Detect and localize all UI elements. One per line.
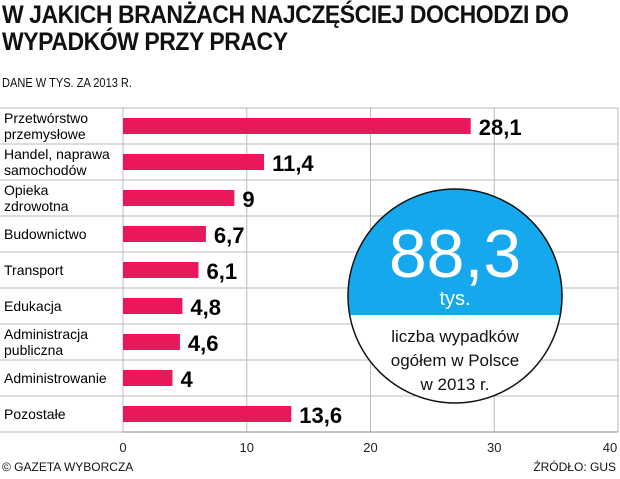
callout-border [347,188,563,404]
category-label: publiczna [4,342,63,358]
source: ŹRÓDŁO: GUS [533,460,616,474]
value-label: 4 [181,367,194,392]
x-tick-label: 30 [487,440,501,455]
bar [123,190,235,206]
bar [123,334,180,350]
category-label: zdrowotna [4,198,69,214]
callout-value: 88,3 [389,216,521,292]
callout-description: w 2013 r. [420,375,490,394]
bar [123,298,183,314]
category-label: przemysłowe [4,126,86,142]
value-label: 6,1 [206,259,237,284]
category-label: Handel, naprawa [4,146,110,162]
value-label: 4,8 [190,295,221,320]
x-tick-label: 0 [119,440,126,455]
value-label: 6,7 [214,223,245,248]
callout-unit: tys. [439,288,470,310]
bar [123,370,173,386]
category-label: samochodów [4,162,87,178]
chart-title: W JAKICH BRANŻACH NAJCZĘŚCIEJ DOCHODZI D… [2,1,569,56]
copyright: © GAZETA WYBORCZA [2,460,134,474]
bar [123,154,265,170]
value-label: 9 [242,187,254,212]
category-label: Opieka [4,182,49,198]
category-label: Administrowanie [4,370,107,386]
bar [123,262,199,278]
value-label: 11,4 [272,151,314,176]
x-tick-label: 20 [363,440,377,455]
value-label: 4,6 [188,331,219,356]
bar [123,226,206,242]
category-label: Przetwórstwo [4,110,88,126]
x-tick-label: 10 [240,440,254,455]
callout-description: liczba wypadków [391,327,519,346]
category-label: Budownictwo [4,226,87,242]
bar [123,118,471,134]
category-label: Transport [4,262,64,278]
chart-subtitle: DANE W TYS. ZA 2013 R. [2,75,132,90]
callout-description: ogółem w Polsce [391,351,520,370]
category-label: Edukacja [4,298,62,314]
value-label: 13,6 [299,403,342,428]
x-tick-label: 40 [603,440,617,455]
category-label: Pozostałe [4,406,66,422]
value-label: 28,1 [479,115,522,140]
category-label: Administracja [4,326,88,342]
bar [123,406,292,422]
